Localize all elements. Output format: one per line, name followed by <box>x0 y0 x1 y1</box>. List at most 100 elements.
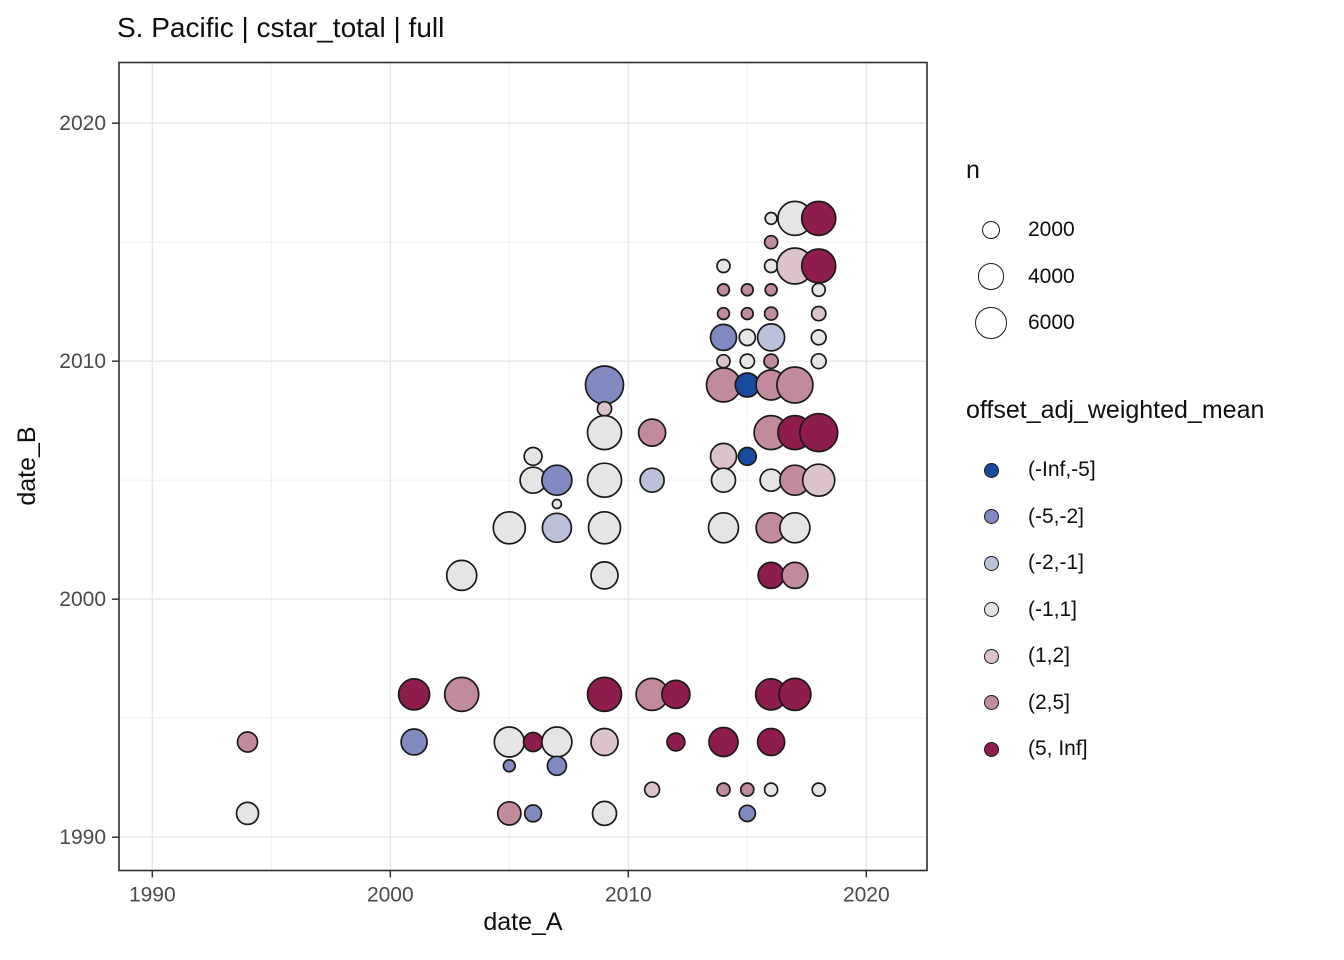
data-point <box>716 283 731 297</box>
data-point <box>716 306 731 321</box>
data-point <box>739 353 756 370</box>
data-point <box>661 679 691 710</box>
data-point <box>502 759 517 773</box>
color-legend-label: (-2,-1] <box>1028 551 1085 574</box>
data-point <box>445 559 478 592</box>
data-point <box>587 510 622 545</box>
data-point <box>763 306 779 321</box>
data-point <box>776 366 814 404</box>
x-axis-title: date_A <box>483 908 563 936</box>
data-point <box>740 306 755 321</box>
data-point <box>643 781 661 798</box>
size-legend-label: 4000 <box>1028 264 1075 288</box>
color-legend: offset_adj_weighted_mean (-Inf,-5] (-5,-2… <box>966 396 1336 786</box>
data-point <box>811 282 827 298</box>
data-point <box>759 468 783 493</box>
data-point <box>716 258 731 274</box>
data-point <box>586 676 623 713</box>
color-legend-swatch <box>983 741 999 757</box>
size-legend-circle <box>977 263 1005 290</box>
size-legend-title: n <box>966 156 980 184</box>
color-legend-swatch <box>983 462 999 478</box>
data-point <box>709 323 738 352</box>
data-point <box>596 400 613 417</box>
data-point <box>764 283 778 297</box>
data-point <box>778 677 812 712</box>
data-point <box>738 804 757 823</box>
data-point <box>716 782 731 797</box>
data-point <box>591 800 618 827</box>
data-point <box>779 511 811 544</box>
size-legend-circle <box>974 306 1008 340</box>
data-point <box>590 727 619 757</box>
color-legend-label: (2,5] <box>1028 690 1071 714</box>
color-legend-label: (-1,1] <box>1028 597 1078 621</box>
data-point <box>757 561 785 590</box>
data-point <box>739 782 755 797</box>
color-legend-label: (5, Inf] <box>1028 737 1088 760</box>
data-point <box>798 412 839 453</box>
data-point <box>590 561 619 590</box>
data-point <box>541 726 573 758</box>
color-legend-swatch <box>983 602 999 617</box>
data-point <box>637 418 667 447</box>
data-point <box>546 755 568 777</box>
color-legend-title: offset_adj_weighted_mean <box>966 396 1265 424</box>
data-point <box>737 446 758 467</box>
data-point <box>801 463 836 498</box>
data-point <box>586 462 623 499</box>
color-legend-swatch <box>983 648 999 664</box>
y-tick-label: 2010 <box>59 350 106 373</box>
x-tick-label: 2010 <box>605 884 652 907</box>
size-legend: n 2000 4000 6000 <box>966 156 1216 356</box>
data-point <box>639 467 665 494</box>
y-axis-title: date_B <box>13 426 41 506</box>
data-point <box>763 234 779 250</box>
data-point <box>707 511 740 544</box>
data-point <box>716 353 731 369</box>
data-point <box>666 732 686 752</box>
data-point <box>443 676 480 713</box>
data-point <box>710 467 737 494</box>
data-point <box>810 329 827 346</box>
data-point <box>800 248 837 284</box>
x-tick-label: 1990 <box>129 884 176 907</box>
data-point <box>236 731 259 753</box>
data-point <box>541 464 573 497</box>
data-point <box>756 727 786 757</box>
data-point <box>810 352 827 370</box>
data-point <box>235 801 260 826</box>
color-legend-label: (-Inf,-5] <box>1028 458 1096 481</box>
size-legend-label: 6000 <box>1028 311 1075 334</box>
size-legend-label: 2000 <box>1028 218 1075 241</box>
x-tick-label: 2020 <box>843 884 890 907</box>
color-legend-label: (-5,-2] <box>1028 504 1085 528</box>
data-point <box>708 726 739 758</box>
plot-title: S. Pacific | cstar_total | full <box>117 12 445 43</box>
data-point <box>800 200 837 237</box>
data-point <box>522 731 544 753</box>
data-point <box>740 283 755 297</box>
y-tick-label: 2000 <box>59 588 106 611</box>
data-point <box>397 678 431 711</box>
color-legend-swatch <box>983 555 999 571</box>
data-point <box>496 800 522 826</box>
data-point <box>763 258 779 274</box>
data-point <box>523 804 543 823</box>
y-tick-label: 2020 <box>59 112 106 135</box>
data-point <box>492 510 527 545</box>
data-point <box>551 498 563 510</box>
color-legend-swatch <box>983 695 999 710</box>
y-tick-label: 1990 <box>59 826 106 849</box>
data-point <box>584 365 625 405</box>
data-point <box>781 561 809 590</box>
data-point <box>523 446 543 467</box>
data-point <box>763 353 780 370</box>
color-legend-label: (1,2] <box>1028 644 1071 667</box>
data-point <box>541 512 573 544</box>
x-tick-label: 2000 <box>367 884 414 907</box>
data-point <box>764 211 778 226</box>
panel-border <box>118 61 928 872</box>
